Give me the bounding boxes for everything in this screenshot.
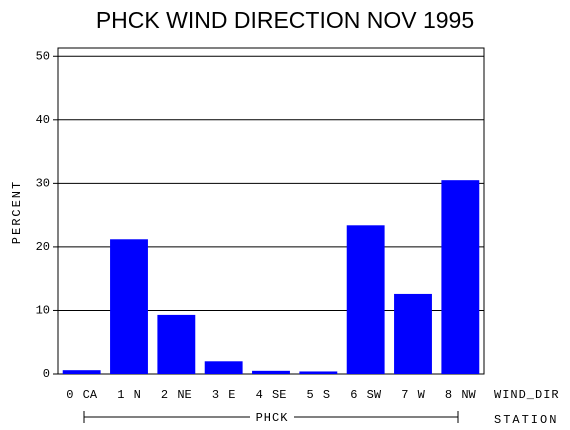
- x-axis-label: WIND_DIR: [494, 388, 560, 402]
- bar: [204, 361, 243, 374]
- y-tick-label: 30: [36, 177, 50, 191]
- bar: [252, 370, 290, 374]
- y-tick-label: 10: [36, 304, 50, 318]
- bar: [441, 180, 480, 374]
- bar: [299, 371, 338, 374]
- y-tick-label: 50: [36, 49, 50, 63]
- bar: [394, 293, 432, 374]
- bar: [157, 314, 196, 374]
- x-tick-label: 4 SE: [256, 388, 287, 402]
- chart-title: PHCK WIND DIRECTION NOV 1995: [96, 7, 474, 33]
- x-tick-label: 8 NW: [445, 388, 477, 402]
- x-tick-label: 3 E: [212, 388, 236, 402]
- bar: [110, 239, 148, 374]
- y-tick-label: 0: [43, 367, 50, 381]
- y-axis-label: PERCENT: [10, 180, 24, 244]
- group-label: STATION: [494, 413, 558, 427]
- x-tick-label: 2 NE: [161, 388, 192, 402]
- group-name: PHCK: [256, 411, 289, 425]
- y-tick-label: 20: [36, 240, 50, 254]
- bar: [62, 370, 101, 374]
- x-tick-label: 6 SW: [350, 388, 382, 402]
- x-tick-label: 5 S: [307, 388, 331, 402]
- x-tick-label: 0 CA: [66, 388, 98, 402]
- group-label-bg: [250, 409, 294, 425]
- x-tick-label: 1 N: [117, 388, 141, 402]
- bar: [346, 225, 385, 374]
- y-tick-label: 40: [36, 113, 50, 127]
- x-tick-label: 7 W: [401, 388, 425, 402]
